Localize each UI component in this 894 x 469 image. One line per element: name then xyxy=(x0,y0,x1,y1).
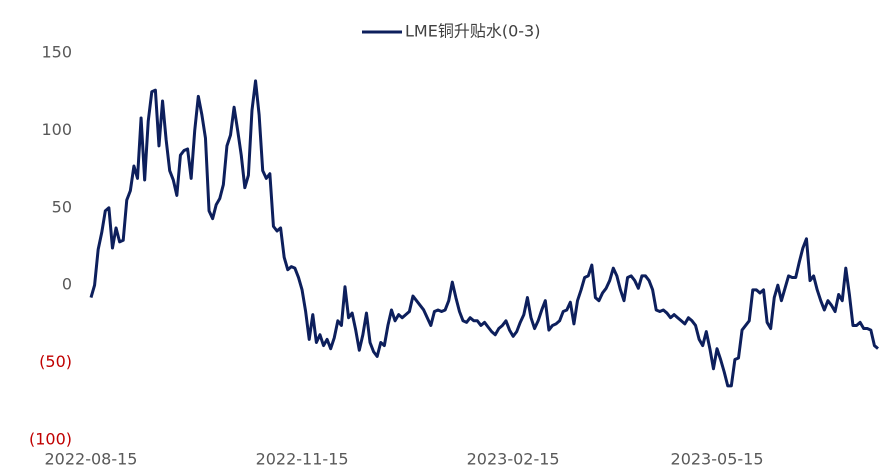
y-tick-label: 50 xyxy=(52,197,72,216)
line-series xyxy=(89,79,879,388)
x-tick-label: 2022-11-15 xyxy=(256,450,349,469)
y-tick-label: 100 xyxy=(41,120,72,139)
legend-label: LME铜升贴水(0-3) xyxy=(405,22,540,41)
y-tick-label: 150 xyxy=(41,43,72,62)
y-tick-label: (50) xyxy=(39,352,72,371)
x-tick-label: 2022-08-15 xyxy=(45,450,138,469)
x-tick-label: 2023-05-15 xyxy=(671,450,764,469)
x-tick-label: 2023-02-15 xyxy=(467,450,560,469)
y-tick-label: 0 xyxy=(62,275,72,294)
y-tick-label: (100) xyxy=(29,430,72,449)
